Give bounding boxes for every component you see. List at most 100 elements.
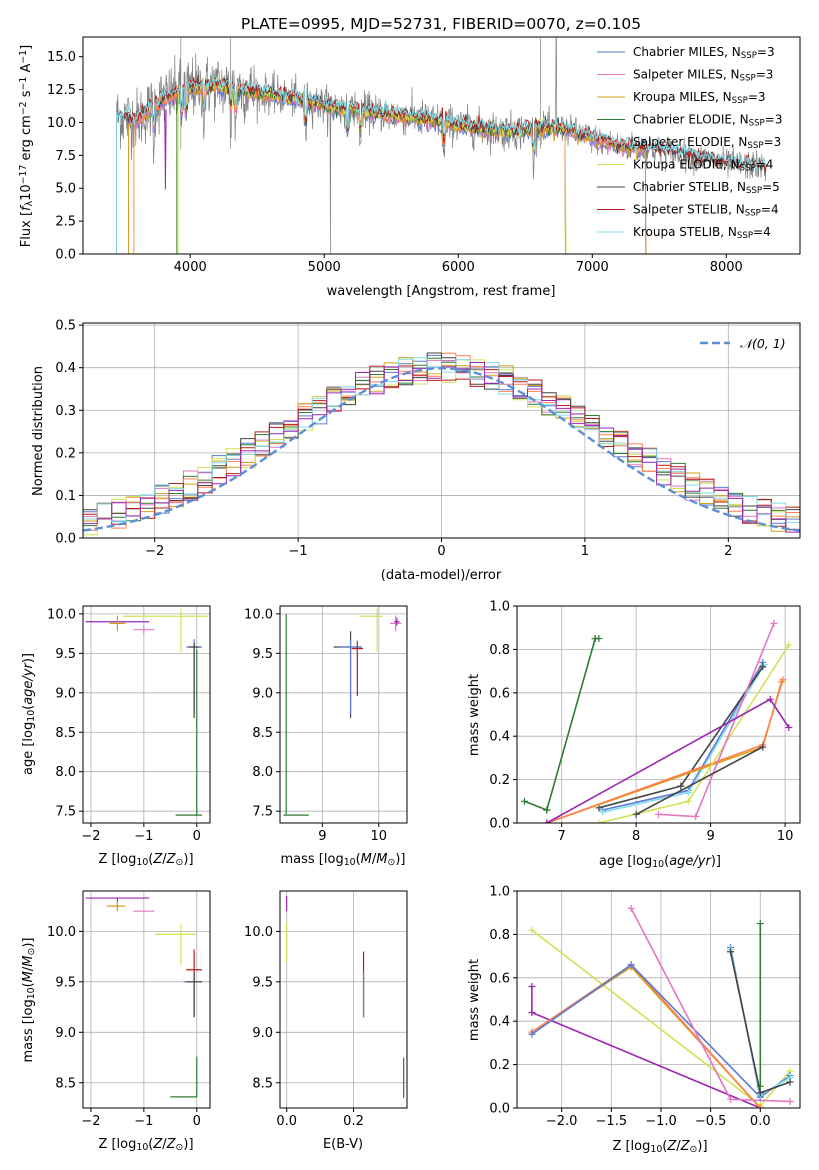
legend-entry: Chabrier MILES, NSSP=3: [633, 45, 775, 61]
y-axis-label: Flux [fλ10−17 erg cm−2 s−1 A−1]: [18, 45, 35, 247]
y-tick-label: 7.5: [252, 805, 273, 820]
x-tick-label: −2: [81, 1114, 100, 1129]
plus-marker: [756, 1082, 764, 1090]
plus-marker: [543, 819, 551, 823]
y-tick-label: 0.6: [489, 971, 510, 986]
x-tick-label: 0.2: [343, 1114, 364, 1129]
panel-mass_vs_Z: −2 −1 0 8.5 9.0 9.5 10.0: [47, 890, 211, 1129]
y-tick-label: 0.4: [489, 730, 510, 745]
x-tick-label: 0: [193, 829, 201, 844]
series-line: [595, 641, 793, 823]
series-line: [543, 695, 793, 823]
series-path: [531, 965, 761, 1108]
legend-entry: Kroupa STELIB, NSSP=4: [633, 225, 771, 241]
y-tick-label: 0.0: [55, 532, 76, 547]
y-tick-label: 8.0: [55, 765, 76, 780]
x-tick-label: −2: [81, 829, 100, 844]
x-tick-label: 5000: [308, 260, 341, 275]
data-point: [360, 608, 383, 652]
legend-entry: Salpeter MILES, NSSP=3: [633, 68, 773, 84]
y-tick-label: 8.0: [252, 765, 273, 780]
data-point: [339, 639, 362, 715]
x-tick-label: 0: [193, 1114, 201, 1129]
y-tick-label: 7.5: [55, 149, 76, 164]
axes-frame: [279, 890, 408, 1109]
x-axis-label: (data-model)/error: [381, 568, 502, 583]
data-point: [106, 901, 126, 912]
x-axis-label: Z [log10(Z/Z⊙)]: [612, 1139, 707, 1155]
axes-frame: [516, 890, 801, 1109]
y-tick-label: 5.0: [55, 182, 76, 197]
y-tick-label: 10.0: [47, 607, 76, 622]
legend-entry: 𝒩(0, 1): [740, 336, 786, 351]
plus-marker: [786, 1078, 794, 1086]
legend: Chabrier MILES, NSSP=3 Salpeter MILES, NS…: [597, 45, 782, 241]
residual-histogram: [83, 352, 800, 531]
plus-marker: [632, 810, 640, 818]
model-spectrum: [128, 82, 647, 254]
x-tick-label: −1: [134, 829, 153, 844]
axes-frame: [516, 605, 801, 824]
series-line: [756, 920, 764, 1090]
x-tick-label: −2: [145, 544, 164, 559]
y-tick-label: 1.0: [489, 885, 510, 900]
y-tick-label: 2.5: [55, 215, 76, 230]
x-tick-label: 7000: [576, 260, 609, 275]
x-tick-label: 1: [581, 544, 589, 559]
plus-marker: [779, 676, 787, 684]
legend-entry: Salpeter ELODIE, NSSP=3: [633, 135, 781, 151]
line-feature: [164, 109, 167, 190]
plot-area: [83, 352, 800, 536]
x-tick-label: −1: [289, 544, 308, 559]
plus-marker: [726, 948, 734, 956]
y-tick-label: 9.5: [55, 975, 76, 990]
plus-marker: [627, 961, 635, 969]
figure-title: PLATE=0995, MJD=52731, FIBERID=0070, z=0…: [241, 15, 641, 33]
x-tick-label: 8000: [710, 260, 743, 275]
plot-area: [85, 608, 208, 816]
axes-frame: [82, 890, 211, 1109]
series-line: [655, 619, 778, 820]
y-tick-label: 0.2: [489, 773, 510, 788]
x-tick-label: 8: [632, 829, 640, 844]
series-path: [546, 679, 784, 823]
data-point: [283, 613, 309, 816]
axes-frame: [82, 605, 211, 824]
residual-histogram: [83, 362, 800, 533]
plot-area: [286, 896, 405, 1098]
model-spectrum: [116, 76, 767, 254]
data-point: [394, 617, 400, 626]
panel-residuals: −2 −1 0 1 2 0.0 0.1 0.2 0.3 0.4 0.5: [55, 319, 801, 559]
plus-marker: [528, 1009, 536, 1017]
x-tick-label: 2: [724, 544, 732, 559]
plus-marker: [677, 782, 685, 790]
plus-marker: [756, 1089, 764, 1097]
x-axis-label: wavelength [Angstrom, rest frame]: [327, 284, 556, 299]
data-point: [186, 971, 203, 1018]
x-tick-label: −1.0: [645, 1114, 677, 1129]
plus-marker: [520, 797, 528, 805]
y-tick-label: 0.2: [55, 446, 76, 461]
series-line: [543, 635, 599, 814]
y-tick-label: 0.0: [489, 817, 510, 832]
y-tick-label: 8.5: [252, 1076, 273, 1091]
series-path: [546, 638, 596, 811]
axes-frame: [82, 36, 801, 255]
legend-entry: Kroupa MILES, NSSP=3: [633, 90, 766, 106]
legend: 𝒩(0, 1): [700, 336, 786, 351]
x-axis-label: mass [log10(M/M⊙)]: [281, 852, 406, 868]
series-line: [627, 904, 794, 1105]
x-tick-label: 0: [437, 544, 445, 559]
plus-marker: [692, 812, 700, 820]
y-tick-label: 0.4: [55, 361, 76, 376]
plus-marker: [528, 1030, 536, 1038]
plus-marker: [684, 797, 692, 805]
series-line: [528, 982, 764, 1108]
series-path: [546, 681, 783, 823]
plus-marker: [785, 641, 793, 649]
data-point: [188, 643, 200, 719]
y-axis-label: mass weight: [467, 959, 482, 1041]
x-axis-label: E(B-V): [323, 1137, 363, 1152]
y-tick-label: 0.0: [55, 248, 76, 263]
